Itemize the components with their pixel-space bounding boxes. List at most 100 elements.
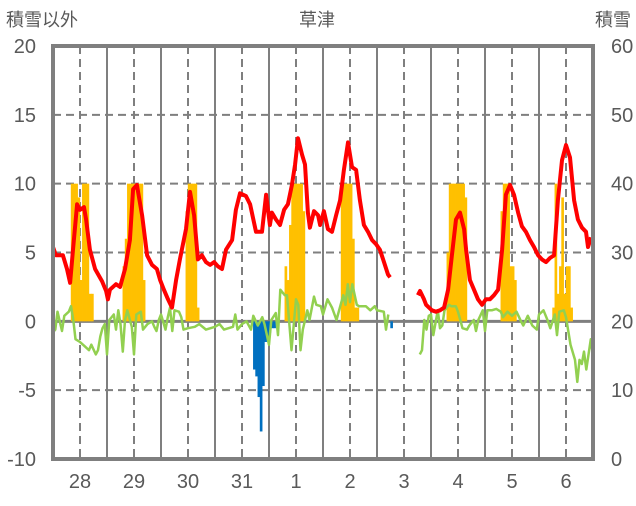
x-tick-label: 3 — [398, 471, 409, 493]
x-tick-label: 4 — [452, 471, 463, 493]
sunshine-bar — [133, 183, 137, 322]
sunshine-bar — [349, 183, 353, 322]
sunshine-bar — [142, 280, 146, 322]
sunshine-bar — [140, 183, 144, 322]
left-tick-label: 20 — [14, 36, 36, 58]
sunshine-bar — [122, 266, 126, 322]
right-tick-label: 50 — [611, 105, 633, 127]
precipitation-bar — [257, 321, 261, 398]
sunshine-bar — [448, 183, 452, 322]
sunshine-bar — [131, 183, 135, 322]
sunshine-bar — [570, 307, 573, 322]
sunshine-bar — [460, 183, 463, 322]
right-tick-label: 60 — [611, 36, 633, 58]
left-axis-ticks: 20 15 10 5 0 -5 -10 — [7, 36, 36, 471]
right-axis-title: 積雪 — [595, 10, 631, 30]
temperature-line — [51, 136, 593, 314]
sunshine-bar — [561, 197, 564, 322]
sunshine-bar — [192, 183, 195, 322]
other-line — [52, 282, 595, 384]
grid — [53, 46, 593, 459]
sunshine-bar — [138, 183, 141, 322]
precipitation-bar — [262, 321, 265, 387]
sunshine-bar — [556, 293, 560, 322]
sunshine-bar — [75, 183, 78, 322]
left-axis-title: 積雪以外 — [6, 10, 78, 30]
precipitation-bar — [259, 321, 263, 432]
sunshine-bar — [289, 224, 292, 322]
plot-border — [51, 44, 595, 461]
sunshine-bar — [124, 238, 128, 322]
sunshine-bar — [190, 183, 193, 322]
sunshine-bar — [187, 183, 191, 322]
precipitation-bar — [255, 321, 258, 377]
sunshine-bar — [514, 280, 517, 322]
sunshine-bar — [354, 307, 357, 322]
sunshine-bar — [505, 183, 508, 322]
sunshine-bar — [91, 293, 94, 322]
sunshine-bar — [82, 183, 85, 322]
left-tick-label: -10 — [7, 449, 36, 471]
sunshine-bar — [356, 307, 360, 322]
x-tick-label: 31 — [231, 471, 253, 493]
sunshine-bar — [347, 183, 351, 322]
sunshine-bar — [129, 183, 132, 322]
x-axis-ticks: 28 29 30 31 1 2 3 4 5 6 — [69, 471, 572, 493]
sunshine-bar — [509, 266, 513, 322]
x-tick-label: 29 — [123, 471, 145, 493]
sunshine-bar — [457, 183, 461, 322]
sunshine-bar — [88, 293, 92, 322]
precipitation-bar — [273, 321, 276, 329]
plot-frame — [51, 44, 595, 461]
sunshine-bar — [502, 183, 506, 322]
sunshine-bar — [298, 183, 301, 322]
sunshine-bar — [565, 266, 569, 322]
sunshine-bar — [462, 183, 465, 322]
left-tick-label: 0 — [25, 311, 36, 333]
sunshine-bar — [511, 266, 515, 322]
precipitation-bar — [266, 321, 270, 338]
sunshine-bar — [455, 183, 459, 322]
sunshine-bar — [559, 266, 562, 322]
precipitation-bar — [271, 321, 274, 329]
right-tick-label: 0 — [611, 449, 622, 471]
right-tick-label: 20 — [611, 311, 633, 333]
sunshine-bar — [507, 183, 510, 322]
precipitation-bar — [390, 321, 393, 329]
sunshine-bar — [136, 183, 139, 322]
left-tick-label: 10 — [14, 174, 36, 196]
left-tick-label: 15 — [14, 105, 36, 127]
sunshine-bar — [568, 266, 571, 322]
sunshine-bar — [196, 307, 200, 322]
right-tick-label: 10 — [611, 380, 633, 402]
sunshine-bar — [79, 280, 83, 322]
sunshine-bar — [86, 183, 90, 322]
sunshine-bar — [343, 183, 346, 322]
sunshine-bar — [340, 183, 344, 322]
sunshine-bar — [453, 183, 456, 322]
sunshine-bar — [77, 197, 81, 322]
left-tick-label: 5 — [25, 243, 36, 265]
sunshine-bar — [291, 183, 294, 322]
x-tick-label: 6 — [560, 471, 571, 493]
sunshine-bar — [284, 266, 288, 322]
right-tick-label: 40 — [611, 174, 633, 196]
x-tick-label: 5 — [506, 471, 517, 493]
right-axis-ticks: 60 50 40 30 20 10 0 — [611, 36, 633, 471]
left-tick-label: -5 — [18, 380, 36, 402]
precipitation-bar — [253, 321, 256, 370]
sunshine-bar — [302, 211, 306, 322]
x-tick-label: 30 — [177, 471, 199, 493]
sunshine-bar — [352, 238, 355, 322]
right-tick-label: 30 — [611, 243, 633, 265]
sunshine-bar — [185, 211, 189, 322]
chart-title: 草津 — [299, 10, 335, 30]
sunshine-bar — [295, 183, 299, 322]
sunshine-bar — [345, 183, 348, 322]
sunshine-bar — [300, 183, 303, 322]
sunshine-bar — [563, 293, 567, 322]
x-tick-label: 2 — [344, 471, 355, 493]
x-tick-label: 1 — [290, 471, 301, 493]
sunshine-bar — [293, 183, 297, 322]
